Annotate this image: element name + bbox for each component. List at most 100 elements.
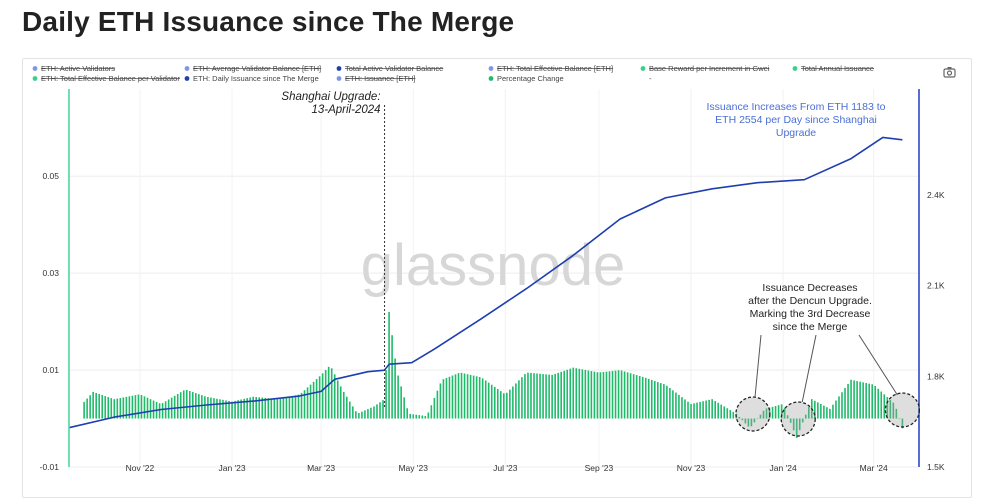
percentage-change-bar xyxy=(557,372,559,419)
percentage-change-bar xyxy=(86,398,88,419)
percentage-change-bar xyxy=(699,401,701,419)
percentage-change-bar xyxy=(185,389,188,419)
legend-item[interactable]: ETH: Total Effective Balance [ETH] xyxy=(488,64,613,73)
percentage-change-bar xyxy=(439,383,442,419)
callout-line xyxy=(858,334,898,396)
legend-item[interactable]: Base Reward per Increment in Gwei xyxy=(640,64,770,73)
percentage-change-bar xyxy=(756,418,759,420)
percentage-change-bar xyxy=(273,398,276,419)
left-tick-label: -0.01 xyxy=(40,462,60,472)
percentage-change-bar xyxy=(602,371,605,419)
percentage-change-bar xyxy=(542,374,544,419)
percentage-change-bar xyxy=(192,392,194,419)
percentage-change-bar xyxy=(593,371,596,419)
percentage-change-bar xyxy=(620,370,623,419)
percentage-change-bar xyxy=(309,384,312,419)
percentage-change-bar xyxy=(539,373,541,419)
percentage-change-bar xyxy=(856,381,858,419)
percentage-change-bar xyxy=(512,386,514,419)
page-title: Daily ETH Issuance since The Merge xyxy=(22,6,515,37)
legend-item[interactable]: Percentage Change xyxy=(488,74,564,83)
callout-line xyxy=(801,334,817,403)
x-tick-label: Jan '24 xyxy=(770,463,797,473)
percentage-change-bar xyxy=(345,396,348,419)
percentage-change-bar xyxy=(113,399,116,419)
legend-label: Total Annual Issuance xyxy=(801,64,874,73)
legend-item[interactable]: ETH: Average Validator Balance [ETH] xyxy=(184,64,322,73)
percentage-change-bar xyxy=(493,386,496,419)
percentage-change-bar xyxy=(104,396,107,419)
percentage-change-bar xyxy=(149,399,152,419)
percentage-change-bar xyxy=(164,401,167,419)
percentage-change-bar xyxy=(660,383,662,419)
x-tick-label: Mar '23 xyxy=(307,463,335,473)
legend-item[interactable]: ETH: Active Validators xyxy=(32,64,116,73)
percentage-change-bar xyxy=(107,397,110,419)
x-tick-label: Nov '22 xyxy=(126,463,155,473)
percentage-change-bar xyxy=(140,395,143,419)
legend-item[interactable]: ETH: Total Effective Balance per Validat… xyxy=(32,74,181,83)
percentage-change-bar xyxy=(481,378,484,419)
percentage-change-bar xyxy=(89,395,91,419)
dencun-annotation-text: Marking the 3rd Decrease xyxy=(750,308,871,320)
percentage-change-bar xyxy=(838,396,840,419)
percentage-change-bar xyxy=(188,391,191,419)
percentage-change-bar xyxy=(614,370,617,419)
percentage-change-bar xyxy=(635,375,638,419)
percentage-change-bar xyxy=(744,418,747,424)
percentage-change-bar xyxy=(762,410,765,419)
percentage-change-bar xyxy=(669,388,671,419)
percentage-change-bar xyxy=(729,410,732,419)
percentage-change-bar xyxy=(466,374,469,419)
percentage-change-bar xyxy=(333,374,336,419)
percentage-change-bar xyxy=(382,400,384,419)
chart-panel: ETH: Active Validators ETH: Average Valid… xyxy=(22,58,972,498)
percentage-change-bar xyxy=(832,404,834,419)
percentage-change-bar xyxy=(379,402,381,419)
x-tick-label: Jan '23 xyxy=(218,463,245,473)
percentage-change-bar xyxy=(101,395,104,419)
percentage-change-bar xyxy=(536,373,538,419)
percentage-change-bar xyxy=(521,377,523,419)
percentage-change-bar xyxy=(213,398,215,419)
percentage-change-bar xyxy=(632,374,635,419)
percentage-change-bar xyxy=(421,415,424,419)
percentage-change-bar xyxy=(370,407,372,419)
legend-item[interactable]: ETH: Daily Issuance since The Merge xyxy=(184,74,319,83)
percentage-change-bar xyxy=(807,406,810,419)
legend-item[interactable]: ETH: Issuance [ETH] xyxy=(336,74,416,83)
percentage-change-bar xyxy=(240,399,242,419)
percentage-change-bar xyxy=(874,386,877,419)
legend-item[interactable]: - xyxy=(649,74,652,83)
percentage-change-bar xyxy=(409,413,412,419)
percentage-change-bar xyxy=(158,403,161,419)
percentage-change-bar xyxy=(732,411,735,419)
legend-label: Base Reward per Increment in Gwei xyxy=(649,64,770,73)
percentage-change-bar xyxy=(457,373,460,419)
percentage-change-bar xyxy=(829,408,831,419)
percentage-change-bar xyxy=(693,403,695,419)
legend-item[interactable]: Total Active Validator Balance xyxy=(336,64,444,73)
legend-label: ETH: Total Effective Balance [ETH] xyxy=(497,64,613,73)
camera-icon[interactable] xyxy=(943,67,956,78)
legend-item[interactable]: Total Annual Issuance xyxy=(792,64,874,73)
percentage-change-bar xyxy=(173,395,176,419)
dencun-annotation-text: since the Merge xyxy=(773,321,848,333)
percentage-change-bar xyxy=(608,371,611,419)
percentage-change-bar xyxy=(252,396,254,419)
x-tick-label: May '23 xyxy=(398,463,428,473)
percentage-change-bar xyxy=(675,392,677,419)
percentage-change-bar xyxy=(581,369,584,419)
percentage-change-bar xyxy=(448,376,451,419)
legend-swatch xyxy=(488,76,494,81)
percentage-change-bar xyxy=(777,405,780,419)
chart-svg: ETH: Active Validators ETH: Average Valid… xyxy=(32,64,956,473)
percentage-change-bar xyxy=(690,404,692,419)
percentage-change-bar xyxy=(454,374,457,419)
percentage-change-bar xyxy=(312,381,315,419)
percentage-change-bar xyxy=(300,392,303,419)
percentage-change-bar xyxy=(771,406,774,419)
percentage-change-bar xyxy=(204,396,206,419)
percentage-change-bar xyxy=(324,370,327,419)
